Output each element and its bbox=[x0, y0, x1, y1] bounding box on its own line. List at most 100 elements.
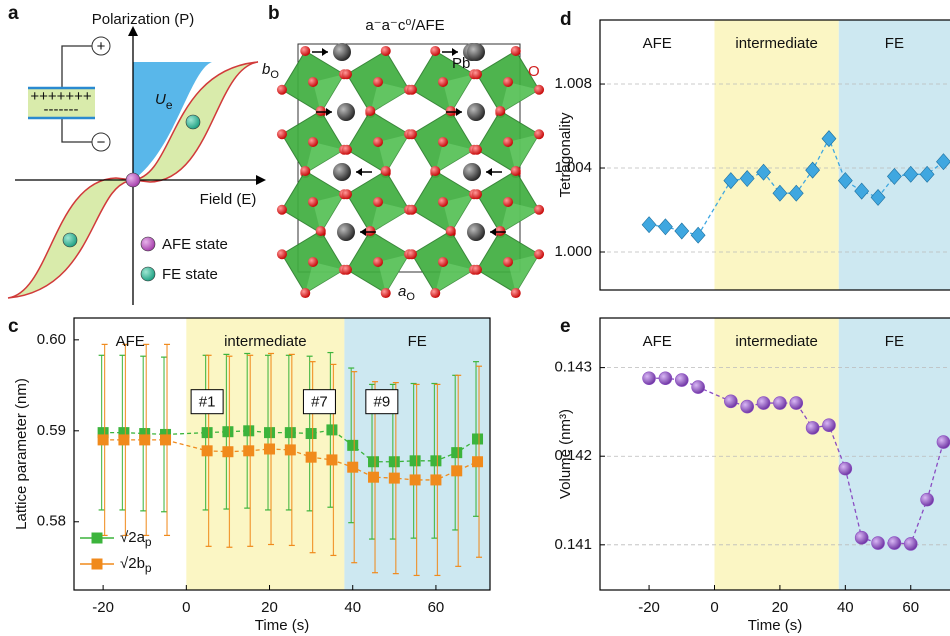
oxygen-atom bbox=[534, 249, 544, 259]
figure: a Polarization (P) Field (E) Ue +++++++ … bbox=[0, 0, 950, 636]
marker bbox=[410, 474, 421, 485]
oxygen-atom bbox=[373, 257, 383, 267]
oxygen-atom bbox=[534, 85, 544, 95]
marker bbox=[451, 465, 462, 476]
region-label: intermediate bbox=[735, 333, 818, 350]
legend-marker bbox=[141, 267, 155, 281]
marker bbox=[675, 374, 688, 387]
oxygen-atom bbox=[342, 145, 352, 155]
subscript: e bbox=[166, 98, 173, 112]
x-axis-label: Time (s) bbox=[255, 617, 309, 634]
panel-letter: d bbox=[560, 9, 572, 30]
oxygen-atom bbox=[308, 257, 318, 267]
oxygen-atom bbox=[373, 197, 383, 207]
x-axis-label: Time (s) bbox=[748, 617, 802, 634]
marker bbox=[472, 456, 483, 467]
marker bbox=[904, 537, 917, 550]
pb-atom bbox=[333, 43, 351, 61]
arrow-head bbox=[486, 168, 492, 176]
marker bbox=[389, 473, 400, 484]
marker bbox=[326, 424, 337, 435]
oxygen-atom bbox=[365, 226, 375, 236]
oxygen-atom bbox=[438, 257, 448, 267]
subscript: O bbox=[406, 291, 415, 303]
oxygen-atom bbox=[438, 77, 448, 87]
oxygen-atom bbox=[365, 106, 375, 116]
oxygen-atom bbox=[534, 129, 544, 139]
x-tick-label: 20 bbox=[772, 599, 789, 616]
oxygen-atom bbox=[472, 145, 482, 155]
marker bbox=[98, 434, 109, 445]
chart-panel: cAFEintermediateFE0.580.590.60-200204060… bbox=[8, 316, 490, 634]
arrow-head bbox=[356, 168, 362, 176]
axis-label: aO bbox=[398, 283, 415, 303]
marker bbox=[451, 447, 462, 458]
annotation: #1 bbox=[199, 394, 216, 411]
y-tick-label: 0.59 bbox=[37, 422, 66, 439]
annotation: #9 bbox=[373, 394, 390, 411]
marker bbox=[430, 474, 441, 485]
legend-marker bbox=[92, 559, 103, 570]
legend-label: AFE state bbox=[162, 236, 228, 253]
atom-label: Pb bbox=[452, 55, 470, 72]
oxygen-atom bbox=[277, 85, 287, 95]
oxygen-atom bbox=[300, 288, 310, 298]
oxygen-atom bbox=[308, 137, 318, 147]
fe-state-marker bbox=[186, 115, 200, 129]
x-tick-label: 0 bbox=[710, 599, 718, 616]
y-tick-label: 1.008 bbox=[554, 75, 592, 92]
panel-letter: c bbox=[8, 316, 19, 337]
oxygen-atom bbox=[407, 205, 417, 215]
axis-label: bO bbox=[262, 61, 279, 81]
marker bbox=[243, 445, 254, 456]
pb-atom bbox=[337, 223, 355, 241]
x-tick-label: 40 bbox=[837, 599, 854, 616]
region-label: intermediate bbox=[224, 333, 307, 350]
fe-state-marker bbox=[63, 233, 77, 247]
pb-atom bbox=[337, 103, 355, 121]
marker bbox=[389, 456, 400, 467]
oxygen-atom bbox=[503, 197, 513, 207]
arrow-head bbox=[322, 48, 328, 56]
pb-atom bbox=[333, 163, 351, 181]
marker bbox=[139, 434, 150, 445]
symbol: U bbox=[155, 91, 166, 108]
oxygen-atom bbox=[495, 226, 505, 236]
oxygen-atom bbox=[534, 205, 544, 215]
marker bbox=[347, 440, 358, 451]
oxygen-atom bbox=[446, 106, 456, 116]
legend-label: FE state bbox=[162, 266, 218, 283]
y-tick-label: 0.58 bbox=[37, 513, 66, 530]
oxygen-atom bbox=[495, 106, 505, 116]
x-tick-label: 20 bbox=[261, 599, 278, 616]
oxygen-atom bbox=[511, 46, 521, 56]
marker bbox=[285, 427, 296, 438]
plot-area bbox=[600, 20, 950, 290]
oxygen-atom bbox=[308, 77, 318, 87]
terminal-sign: − bbox=[97, 134, 106, 151]
oxygen-atom bbox=[300, 46, 310, 56]
oxygen-atom bbox=[316, 226, 326, 236]
oxygen-atom bbox=[300, 166, 310, 176]
region bbox=[74, 318, 186, 590]
charge-row: ------- bbox=[44, 101, 79, 118]
marker bbox=[264, 427, 275, 438]
oxygen-atom bbox=[308, 197, 318, 207]
region bbox=[714, 318, 838, 590]
panel-letter: b bbox=[268, 3, 280, 24]
marker bbox=[692, 381, 705, 394]
axis-label: Polarization (P) bbox=[92, 11, 195, 28]
oxygen-atom bbox=[407, 129, 417, 139]
legend-marker bbox=[92, 533, 103, 544]
marker bbox=[741, 400, 754, 413]
oxygen-atom bbox=[373, 137, 383, 147]
region bbox=[714, 20, 838, 290]
axis: a bbox=[398, 283, 406, 300]
legend-marker bbox=[141, 237, 155, 251]
panel-a: a Polarization (P) Field (E) Ue +++++++ … bbox=[8, 3, 266, 305]
marker bbox=[264, 443, 275, 454]
marker bbox=[202, 427, 213, 438]
y-axis-label: Volume (nm³) bbox=[557, 409, 574, 499]
region-label: FE bbox=[408, 333, 427, 350]
oxygen-atom bbox=[511, 288, 521, 298]
